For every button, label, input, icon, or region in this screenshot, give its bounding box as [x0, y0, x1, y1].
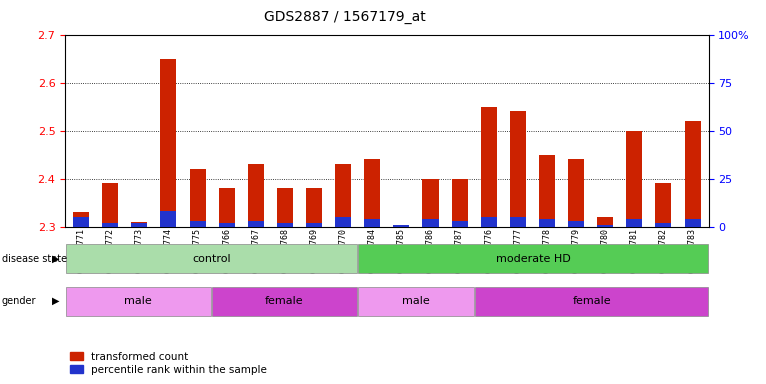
Bar — [212, 286, 357, 316]
Bar — [510, 217, 525, 227]
Bar — [597, 217, 614, 227]
Text: male: male — [124, 296, 152, 306]
Text: female: female — [572, 296, 611, 306]
Text: female: female — [265, 296, 304, 306]
Bar — [539, 219, 555, 227]
Bar — [423, 179, 438, 227]
Text: male: male — [402, 296, 430, 306]
Bar — [102, 183, 118, 227]
Bar — [189, 169, 205, 227]
Bar — [568, 159, 584, 227]
Bar — [277, 223, 293, 227]
Bar — [475, 286, 708, 316]
Bar — [656, 183, 672, 227]
Text: control: control — [192, 254, 231, 264]
Bar — [358, 244, 708, 273]
Text: gender: gender — [2, 296, 36, 306]
Bar — [627, 219, 643, 227]
Bar — [73, 212, 89, 227]
Bar — [365, 159, 380, 227]
Bar — [656, 223, 672, 227]
Bar — [248, 164, 264, 227]
Bar — [248, 221, 264, 227]
Bar — [568, 221, 584, 227]
Bar — [685, 219, 701, 227]
Bar — [102, 223, 118, 227]
Bar — [423, 219, 438, 227]
Bar — [336, 164, 351, 227]
Text: GDS2887 / 1567179_at: GDS2887 / 1567179_at — [264, 10, 426, 23]
Bar — [73, 217, 89, 227]
Bar — [365, 219, 380, 227]
Bar — [539, 154, 555, 227]
Bar — [452, 221, 467, 227]
Bar — [481, 217, 496, 227]
Text: ▶: ▶ — [51, 296, 59, 306]
Bar — [218, 223, 234, 227]
Bar — [306, 223, 322, 227]
Bar — [189, 221, 205, 227]
Legend: transformed count, percentile rank within the sample: transformed count, percentile rank withi… — [70, 352, 267, 375]
Bar — [66, 244, 357, 273]
Bar — [452, 179, 467, 227]
Bar — [358, 286, 474, 316]
Bar — [306, 188, 322, 227]
Bar — [131, 223, 147, 227]
Bar — [336, 217, 351, 227]
Bar — [481, 107, 496, 227]
Bar — [627, 131, 643, 227]
Bar — [597, 225, 614, 227]
Bar — [685, 121, 701, 227]
Bar — [510, 111, 525, 227]
Bar — [277, 188, 293, 227]
Bar — [218, 188, 234, 227]
Text: moderate HD: moderate HD — [496, 254, 571, 264]
Bar — [394, 225, 409, 227]
Text: disease state: disease state — [2, 254, 67, 264]
Bar — [131, 222, 147, 227]
Text: ▶: ▶ — [51, 254, 59, 264]
Bar — [160, 59, 176, 227]
Bar — [66, 286, 211, 316]
Bar — [160, 211, 176, 227]
